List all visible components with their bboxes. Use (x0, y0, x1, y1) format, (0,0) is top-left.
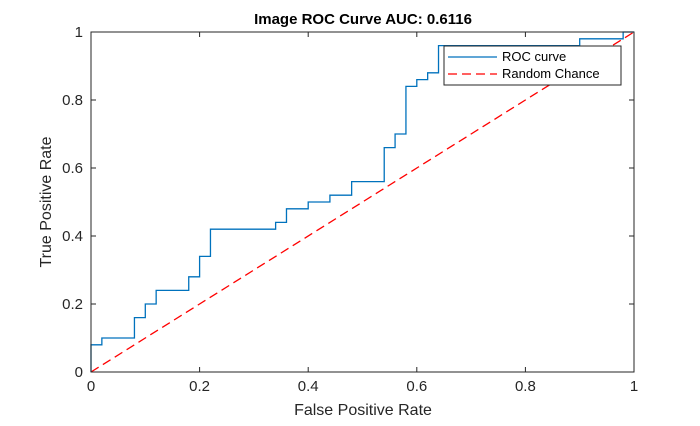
y-axis-label: True Positive Rate (38, 136, 55, 267)
chart-title: Image ROC Curve AUC: 0.6116 (254, 11, 472, 28)
y-tick-label: 0.8 (62, 92, 83, 109)
legend-label-roc-curve: ROC curve (502, 49, 566, 64)
tick-labels: 0 0.2 0.4 0.6 0.8 1 0 0.2 0.4 0.6 0.8 1 (62, 24, 638, 395)
y-tick-label: 0.4 (62, 228, 83, 245)
x-tick-label: 0.8 (515, 378, 536, 395)
x-tick-label: 0.2 (189, 378, 210, 395)
legend-box (443, 45, 622, 86)
x-tick-label: 0.4 (298, 378, 319, 395)
x-tick-label: 0.6 (406, 378, 427, 395)
series-line-roc-curve (90, 31, 634, 372)
x-tick-label: 1 (630, 378, 638, 395)
legend-label-random-chance: Random Chance (502, 66, 600, 81)
series-layer (90, 31, 635, 373)
x-tick-label: 0 (87, 378, 95, 395)
legend: ROC curve Random Chance (443, 45, 622, 86)
y-tick-label: 1 (75, 24, 83, 41)
y-tick-label: 0.6 (62, 160, 83, 177)
series-line-random-chance (90, 31, 635, 373)
y-tick-label: 0.2 (62, 296, 83, 313)
x-axis-label: False Positive Rate (294, 402, 432, 419)
plot-frame (90, 31, 635, 373)
y-tick-label: 0 (75, 364, 83, 381)
